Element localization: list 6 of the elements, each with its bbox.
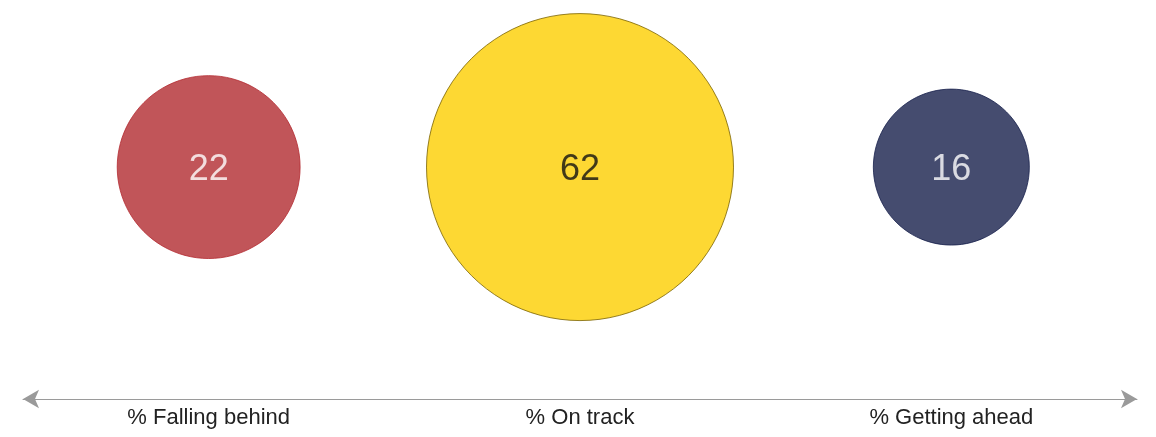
category-label: % Falling behind xyxy=(127,403,290,429)
data-label: 62 xyxy=(559,146,601,188)
data-label: 22 xyxy=(188,146,229,188)
category-label: % On track xyxy=(525,403,636,429)
category-label: % Getting ahead xyxy=(869,403,1034,429)
data-label: 16 xyxy=(931,146,972,188)
